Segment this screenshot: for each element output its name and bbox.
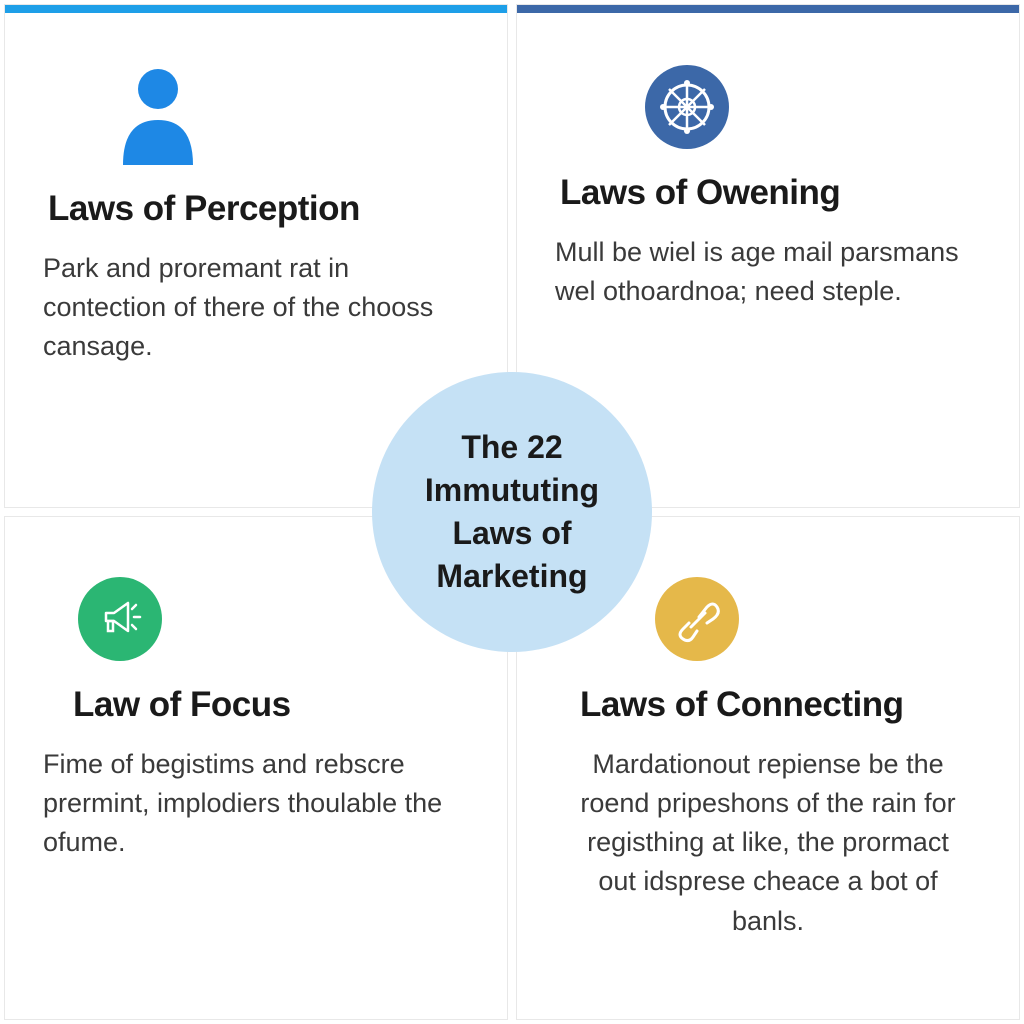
wheel-icon — [645, 65, 729, 149]
quadrant-body-2: Mull be wiel is age mail parsmans wel ot… — [555, 233, 981, 311]
quadrant-title-4: Laws of Connecting — [555, 685, 981, 725]
megaphone-icon — [78, 577, 162, 661]
quadrant-body-4: Mardationout repiense be the roend pripe… — [555, 745, 981, 941]
person-icon — [113, 65, 203, 165]
link-icon — [655, 577, 739, 661]
quadrant-body-1: Park and proremant rat in contection of … — [43, 249, 469, 366]
center-title: The 22 Immututing Laws of Marketing — [372, 426, 652, 599]
quadrant-body-3: Fime of begistims and rebscre prermint, … — [43, 745, 469, 862]
top-bar-1 — [5, 5, 507, 13]
icon-wrap-2 — [555, 65, 981, 149]
center-circle: The 22 Immututing Laws of Marketing — [372, 372, 652, 652]
top-bar-2 — [517, 5, 1019, 13]
icon-wrap-1 — [43, 65, 469, 165]
quadrant-title-1: Laws of Perception — [43, 189, 469, 229]
quadrant-title-2: Laws of Owening — [555, 173, 981, 213]
quadrant-title-3: Law of Focus — [43, 685, 469, 725]
